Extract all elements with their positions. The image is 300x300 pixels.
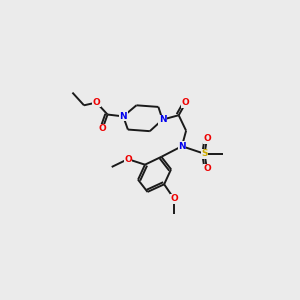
- Text: N: N: [119, 112, 127, 121]
- Text: N: N: [178, 142, 186, 151]
- Text: O: O: [93, 98, 100, 107]
- Text: O: O: [203, 134, 211, 143]
- Text: O: O: [124, 154, 132, 164]
- Text: O: O: [99, 124, 106, 134]
- Text: O: O: [170, 194, 178, 203]
- Text: O: O: [203, 164, 211, 173]
- Text: S: S: [201, 149, 208, 158]
- Text: N: N: [159, 115, 166, 124]
- Text: O: O: [182, 98, 190, 107]
